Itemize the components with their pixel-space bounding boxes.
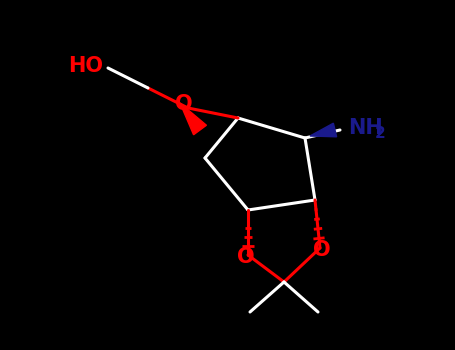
Text: O: O bbox=[237, 247, 255, 267]
Polygon shape bbox=[310, 123, 337, 137]
Text: O: O bbox=[313, 240, 331, 260]
Text: NH: NH bbox=[348, 118, 383, 138]
Polygon shape bbox=[180, 103, 207, 135]
Text: HO: HO bbox=[68, 56, 103, 76]
Text: O: O bbox=[175, 94, 193, 114]
Text: 2: 2 bbox=[375, 126, 386, 141]
